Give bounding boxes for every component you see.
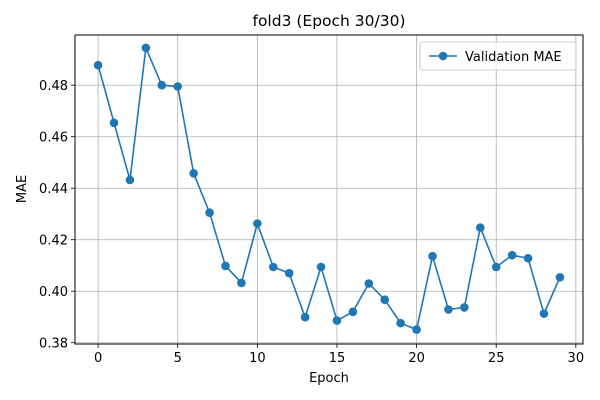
y-axis: 0.38 0.40 0.42 0.44 0.46 0.48 <box>39 79 75 352</box>
data-point <box>221 261 230 271</box>
legend-marker <box>438 51 448 61</box>
legend-label: Validation MAE <box>465 50 562 65</box>
data-point <box>396 318 405 328</box>
data-point <box>348 307 358 317</box>
data-point <box>141 43 151 53</box>
data-point <box>507 250 517 260</box>
y-tick-label: 0.48 <box>39 79 68 94</box>
y-tick-label: 0.46 <box>39 131 68 146</box>
data-point <box>284 268 294 278</box>
y-axis-label: MAE <box>15 175 30 203</box>
x-tick-label: 25 <box>488 351 505 366</box>
data-point <box>189 168 198 178</box>
y-tick-label: 0.42 <box>39 234 68 249</box>
data-point <box>460 303 469 312</box>
y-tick-label: 0.44 <box>39 182 68 197</box>
data-point <box>300 312 310 322</box>
data-point <box>491 262 501 272</box>
data-point <box>157 80 167 90</box>
data-point <box>555 273 565 282</box>
data-point <box>523 253 533 263</box>
data-point <box>444 305 453 314</box>
data-point <box>332 316 342 325</box>
data-point <box>539 309 549 318</box>
y-tick-label: 0.38 <box>39 337 68 352</box>
data-point <box>237 278 246 288</box>
legend-box <box>419 41 577 71</box>
data-point <box>93 60 103 70</box>
data-point <box>475 223 485 232</box>
data-point <box>268 262 278 272</box>
data-point <box>205 208 214 217</box>
x-tick-label: 10 <box>249 351 266 366</box>
legend: Validation MAE <box>419 41 577 71</box>
data-point <box>316 262 326 272</box>
data-point <box>125 175 135 185</box>
grid <box>75 35 583 344</box>
series-layer <box>93 43 565 334</box>
data-point <box>428 251 437 261</box>
data-point <box>380 295 390 305</box>
x-tick-label: 20 <box>408 351 425 366</box>
x-tick-label: 15 <box>329 351 346 366</box>
x-axis-label: Epoch <box>309 371 349 386</box>
data-point <box>173 82 183 91</box>
data-point <box>109 118 119 128</box>
plot-frame <box>74 34 584 345</box>
data-point <box>412 325 421 334</box>
data-point <box>253 219 262 228</box>
x-tick-label: 0 <box>94 351 102 366</box>
x-tick-label: 30 <box>568 351 585 366</box>
data-point <box>364 279 374 288</box>
x-tick-label: 5 <box>174 351 182 366</box>
x-axis: 0 5 10 15 20 25 30 <box>94 344 584 366</box>
chart-title: fold3 (Epoch 30/30) <box>252 12 405 30</box>
y-tick-label: 0.40 <box>39 285 68 300</box>
